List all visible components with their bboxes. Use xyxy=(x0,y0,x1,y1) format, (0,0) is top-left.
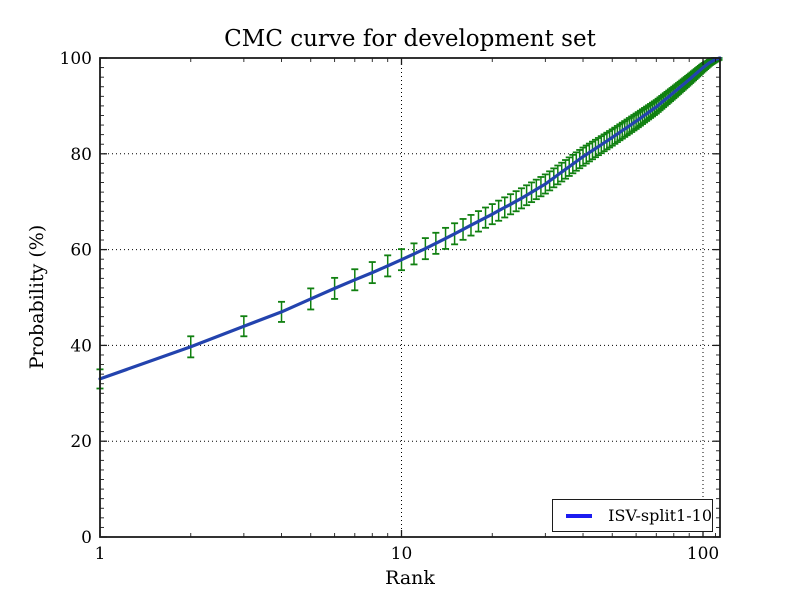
x-axis-label: Rank xyxy=(385,567,435,589)
svg-text:60: 60 xyxy=(70,241,92,261)
svg-text:0: 0 xyxy=(81,528,92,548)
legend-label: ISV-split1-10 xyxy=(608,506,712,525)
svg-text:100: 100 xyxy=(687,544,719,564)
legend-line-swatch xyxy=(566,513,593,518)
svg-text:100: 100 xyxy=(60,49,92,69)
svg-text:10: 10 xyxy=(391,544,413,564)
legend: ISV-split1-10 xyxy=(552,499,713,532)
svg-text:1: 1 xyxy=(95,544,106,564)
svg-text:80: 80 xyxy=(70,145,92,165)
svg-text:20: 20 xyxy=(70,432,92,452)
chart-title: CMC curve for development set xyxy=(224,26,596,52)
y-axis-label: Probability (%) xyxy=(26,224,48,370)
svg-text:40: 40 xyxy=(70,336,92,356)
